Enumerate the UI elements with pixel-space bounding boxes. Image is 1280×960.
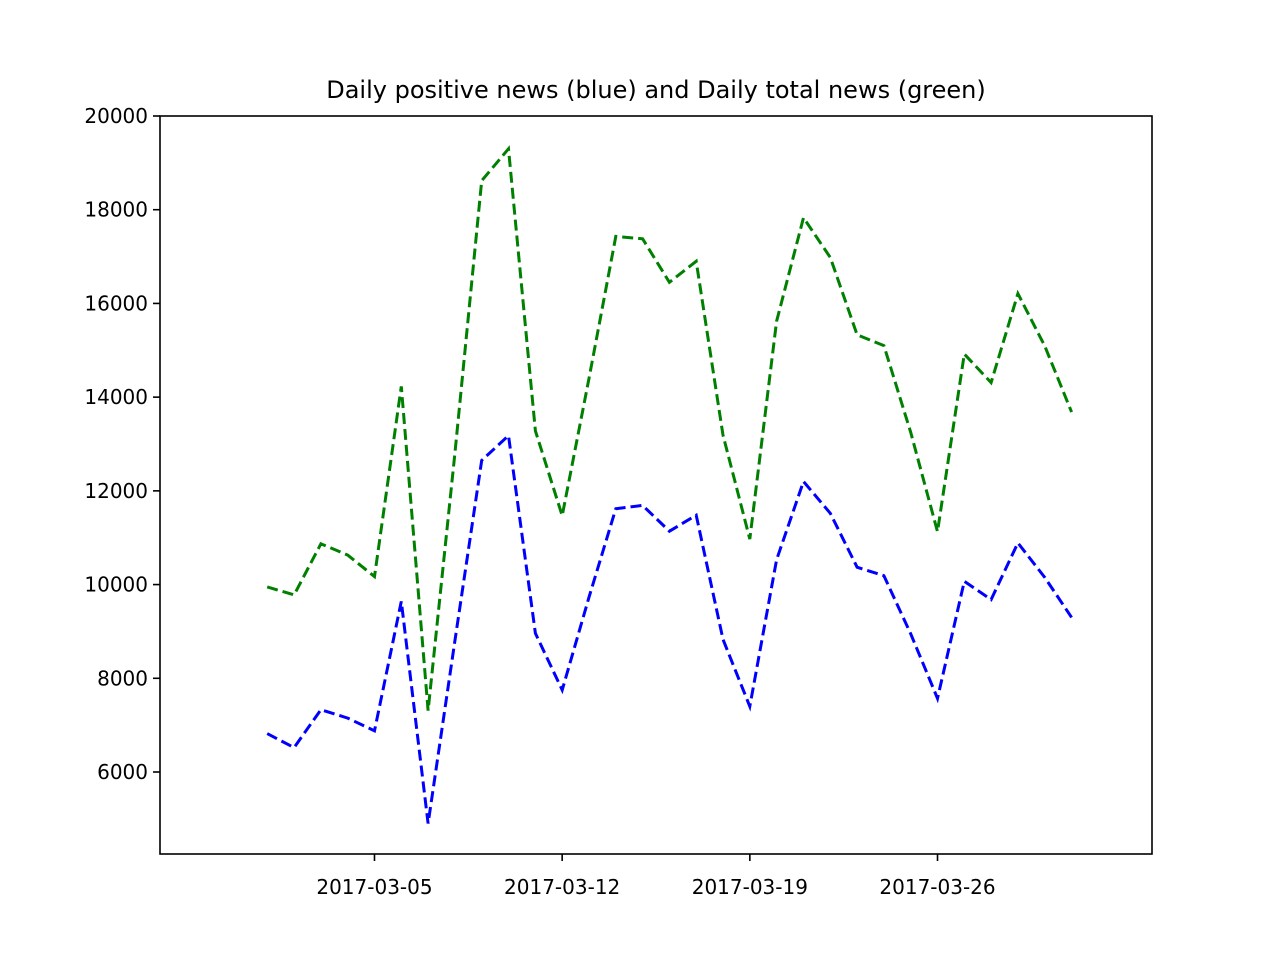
y-tick-label-5: 16000 xyxy=(84,291,148,315)
y-tick-label-4: 14000 xyxy=(84,385,148,409)
plot-area xyxy=(160,116,1152,854)
series-line-0 xyxy=(266,432,1073,824)
x-tick-label-1: 2017-03-12 xyxy=(504,875,620,899)
y-tick-label-0: 6000 xyxy=(97,760,148,784)
plot-frame xyxy=(159,115,1153,855)
y-tick-label-3: 12000 xyxy=(84,479,148,503)
series-line-1 xyxy=(266,145,1073,711)
x-tick-label-0: 2017-03-05 xyxy=(316,875,432,899)
y-tick-label-2: 10000 xyxy=(84,573,148,597)
x-tick-label-3: 2017-03-26 xyxy=(879,875,995,899)
x-tick-label-2: 2017-03-19 xyxy=(692,875,808,899)
y-tick-label-6: 18000 xyxy=(84,198,148,222)
y-tick-label-7: 20000 xyxy=(84,104,148,128)
y-axis: 6000 8000 10000 12000 14000 16000 18000 20000 xyxy=(84,104,160,784)
chart-title: Daily positive news (blue) and Daily tot… xyxy=(326,76,986,104)
series-layer xyxy=(266,145,1073,824)
y-tick-label-1: 8000 xyxy=(97,666,148,690)
x-axis: 2017-03-05 2017-03-12 2017-03-19 2017-03-26 xyxy=(316,854,996,899)
